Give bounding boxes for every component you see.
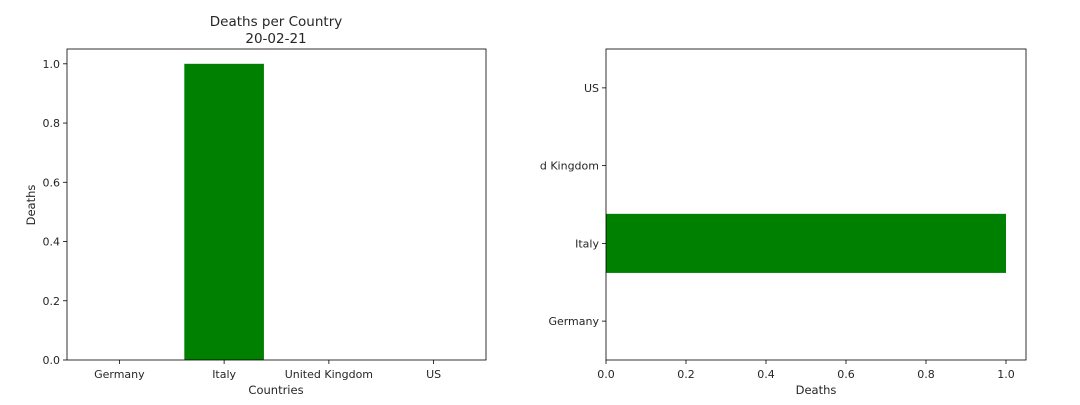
- y-axis-label: Deaths: [24, 185, 38, 226]
- x-tick-label: United Kingdom: [285, 368, 373, 381]
- bars-group: [606, 213, 1006, 273]
- y-tick-label: 0.0: [43, 354, 61, 367]
- plot-frame: [605, 48, 1027, 361]
- x-tick-label: Germany: [94, 368, 145, 381]
- x-axis-label: Deaths: [796, 383, 837, 397]
- x-axis-label: Countries: [248, 383, 303, 397]
- y-tick-label: Italy: [575, 237, 599, 250]
- horizontal-bar-chart: 0.0 0.2 0.4 0.6 0.8 1.0 Germany Italy d Kingdom…: [540, 48, 1027, 397]
- x-tick-label: 0.6: [837, 368, 855, 381]
- y-tick-label: 0.4: [43, 236, 61, 249]
- x-tick-label: 1.0: [997, 368, 1015, 381]
- plot-frame: [66, 48, 487, 361]
- chart-title: Deaths per Country: [210, 14, 343, 30]
- y-tick-label: d Kingdom: [540, 160, 599, 173]
- y-tick-label: 0.8: [43, 117, 61, 130]
- x-tick-label: 0.8: [917, 368, 935, 381]
- x-tick-label: Italy: [212, 368, 236, 381]
- y-tick-label: Germany: [548, 315, 599, 328]
- bar-italy: [184, 63, 264, 361]
- bar-italy: [606, 213, 1006, 273]
- y-tick-label: US: [584, 82, 599, 95]
- y-axis-ticks: 0.0 0.2 0.4 0.6 0.8 1.0: [43, 58, 67, 367]
- y-axis-ticks: Germany Italy d Kingdom US: [540, 82, 606, 328]
- vertical-bar-chart: Deaths per Country 20-02-21 0.0 0.2 0.4 0.6…: [24, 14, 487, 397]
- x-tick-label: US: [426, 368, 441, 381]
- y-tick-label: 1.0: [43, 58, 61, 71]
- x-tick-label: 0.4: [757, 368, 775, 381]
- x-tick-label: 0.2: [677, 368, 695, 381]
- x-tick-label: 0.0: [597, 368, 615, 381]
- bars-group: [184, 63, 264, 361]
- x-axis-ticks: Germany Italy United Kingdom US: [94, 360, 441, 381]
- chart-subtitle: 20-02-21: [245, 31, 306, 47]
- y-tick-label: 0.6: [43, 176, 61, 189]
- y-tick-label: 0.2: [43, 295, 61, 308]
- x-axis-ticks: 0.0 0.2 0.4 0.6 0.8 1.0: [597, 360, 1015, 381]
